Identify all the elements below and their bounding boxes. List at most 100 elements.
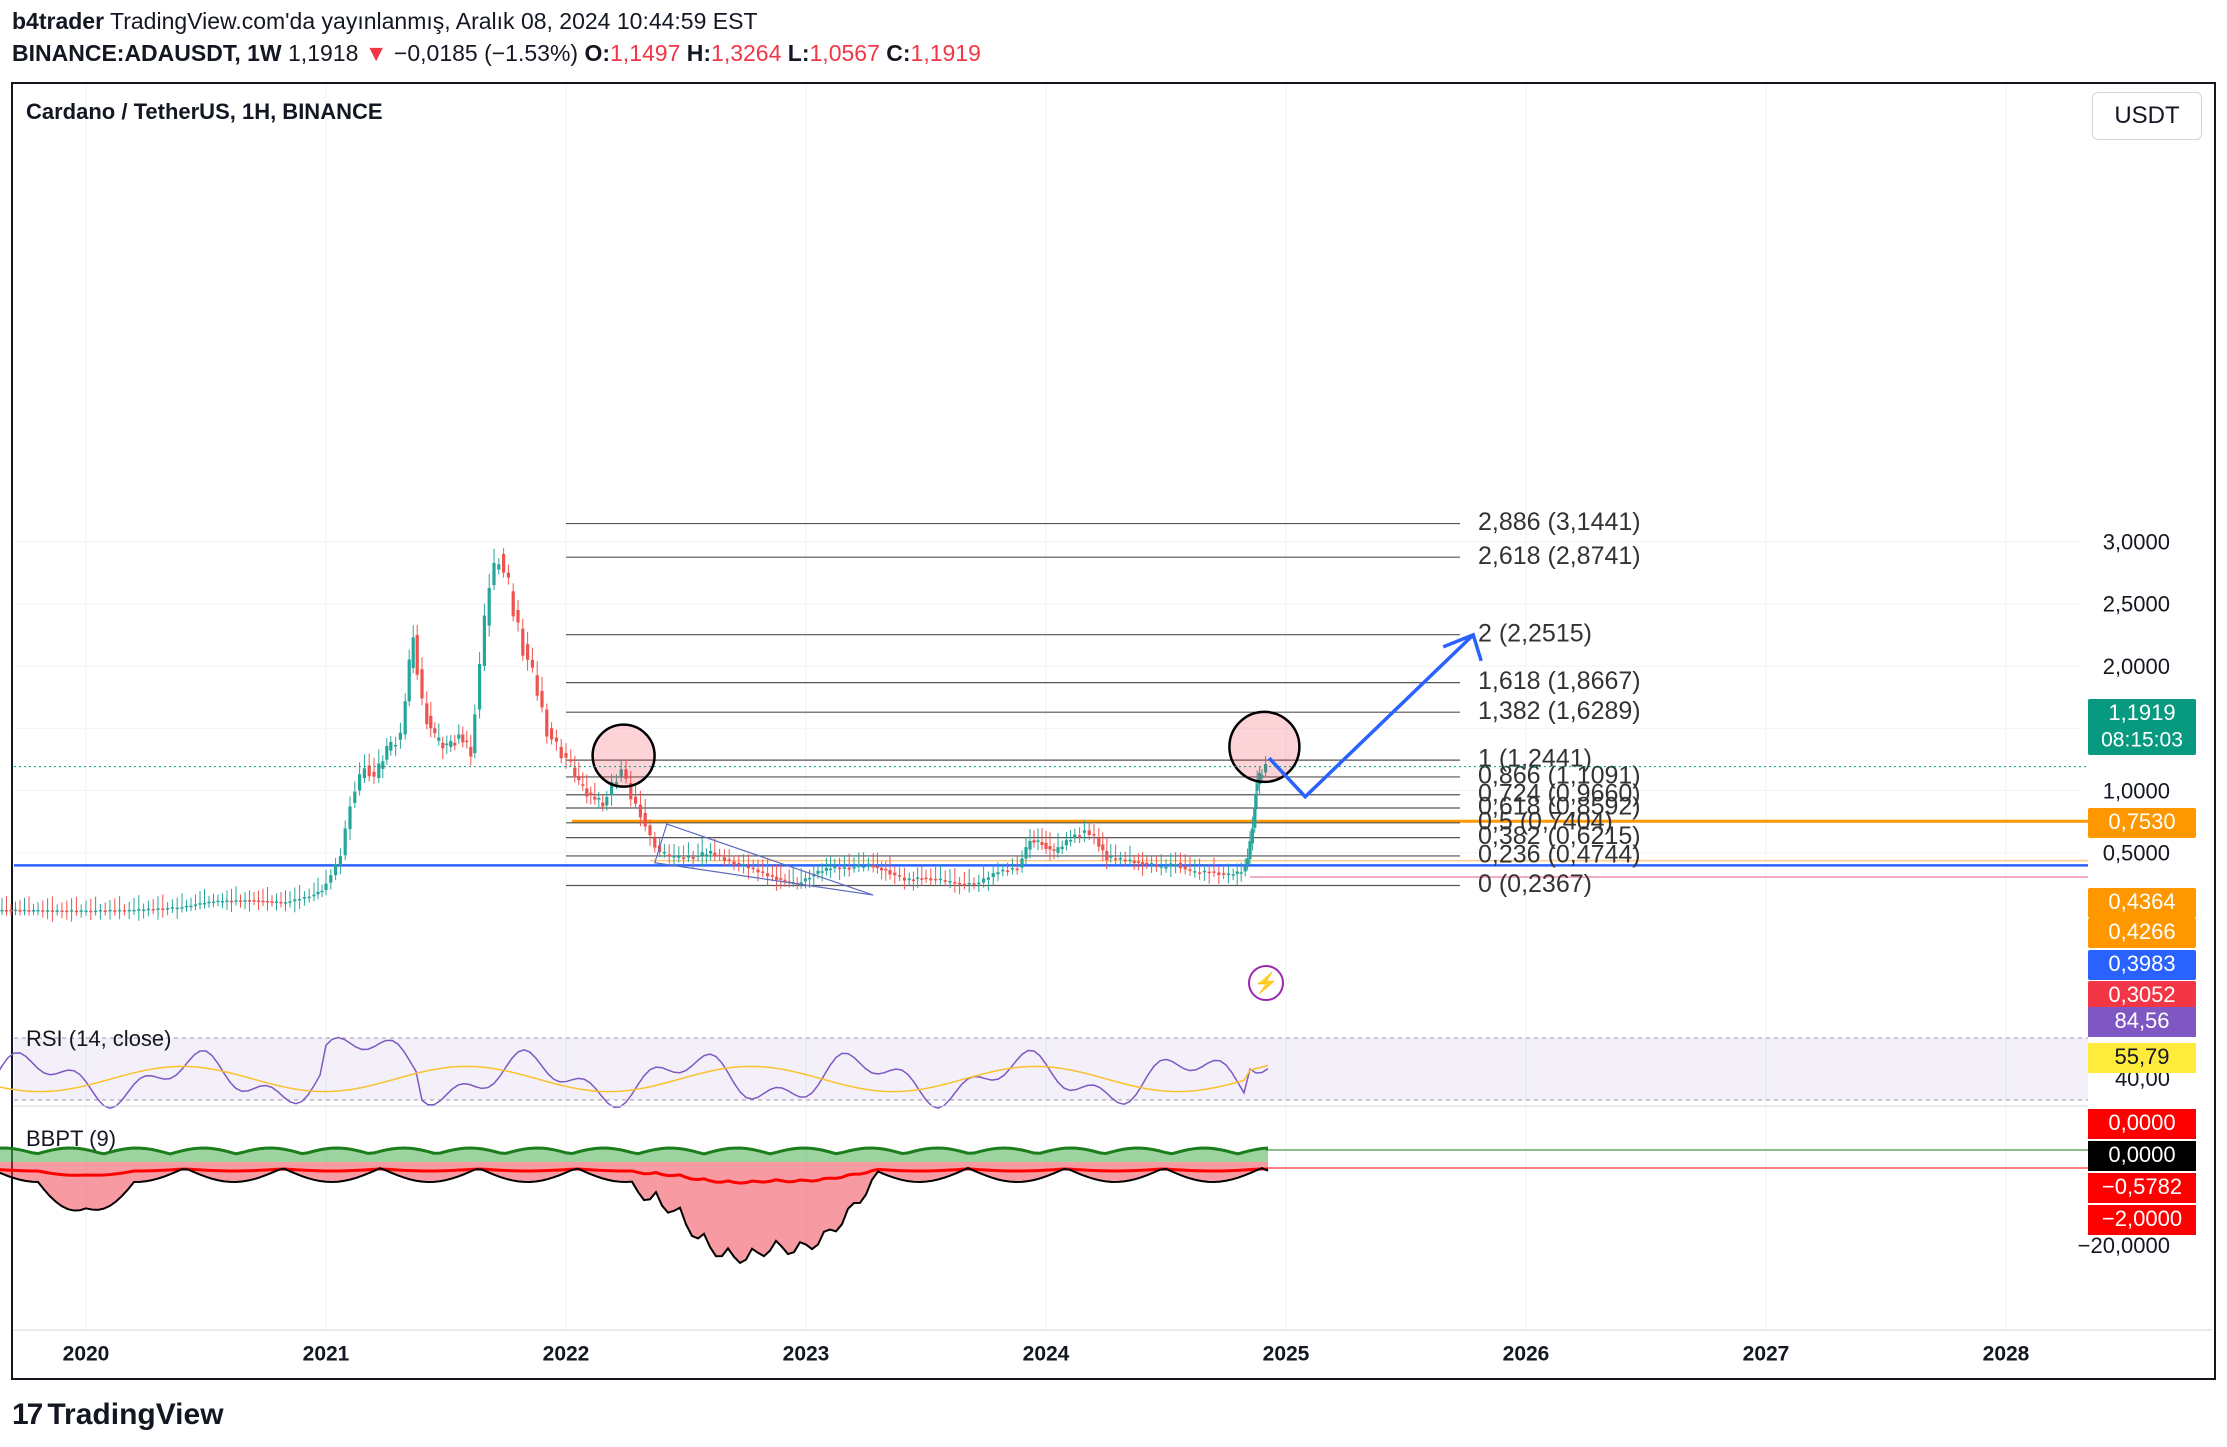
candle-body xyxy=(1235,871,1239,874)
candle-body xyxy=(22,909,27,912)
open-label: O: xyxy=(584,40,611,66)
candle-body xyxy=(457,734,461,739)
candle-body xyxy=(1123,859,1127,862)
candle-body xyxy=(833,866,837,869)
rsi-badge xyxy=(2088,1007,2196,1037)
candle-body xyxy=(193,904,198,906)
x-tick-label: 2026 xyxy=(1503,1343,1550,1366)
candle-body xyxy=(465,740,469,743)
candle-body xyxy=(1239,872,1243,874)
price-badge xyxy=(2088,981,2196,1011)
fib-level-label: 0,236 (0,4744) xyxy=(1478,841,1641,869)
candle-body xyxy=(902,877,906,881)
candle-body xyxy=(982,878,986,883)
tradingview-logo-text: TradingView xyxy=(47,1398,224,1431)
candle-body xyxy=(103,910,107,912)
candle-body xyxy=(667,854,671,857)
price-badge-text: 0,4364 xyxy=(2108,889,2175,914)
candle-body xyxy=(151,909,155,911)
candle-body xyxy=(540,690,544,708)
candle-body xyxy=(1164,866,1168,869)
candle-body xyxy=(256,900,261,902)
candle-body xyxy=(473,714,477,754)
x-tick-label: 2021 xyxy=(303,1343,350,1366)
candle-body xyxy=(938,878,942,881)
candle-body xyxy=(1198,872,1202,874)
candle-body xyxy=(761,871,765,873)
candle-body xyxy=(252,900,256,902)
candle-body xyxy=(1032,840,1036,843)
candle-body xyxy=(704,854,708,856)
candle-body xyxy=(842,867,846,869)
candle-body xyxy=(799,882,803,884)
candle-body xyxy=(433,728,437,734)
bbpt-badge xyxy=(2088,1109,2196,1139)
candle-body xyxy=(535,675,539,696)
candle-body xyxy=(118,909,122,912)
candle-body xyxy=(737,863,741,865)
candle-body xyxy=(261,900,265,903)
candle-body xyxy=(84,910,88,913)
candle-body xyxy=(142,909,146,912)
candle-body xyxy=(1217,872,1221,875)
candle-body xyxy=(1248,841,1252,859)
candle-body xyxy=(911,879,915,882)
candle-body xyxy=(696,855,700,858)
fib-level-label: 0,618 (0,8592) xyxy=(1478,793,1641,821)
fib-level-label: 1,382 (1,6289) xyxy=(1478,697,1641,725)
candle-body xyxy=(372,771,376,777)
candle-body xyxy=(1028,840,1032,850)
candle-body xyxy=(293,899,297,902)
candle-body xyxy=(175,907,179,910)
chart-frame[interactable] xyxy=(11,82,2216,1380)
candle-body xyxy=(1052,849,1056,851)
x-tick-label: 2025 xyxy=(1263,1343,1310,1366)
candle-body xyxy=(866,863,870,866)
candle-body xyxy=(1264,763,1268,773)
candle-body xyxy=(1150,863,1154,865)
candle-body xyxy=(511,591,515,617)
candle-body xyxy=(60,910,64,913)
candle-body xyxy=(243,900,247,902)
candle-body xyxy=(943,880,947,882)
candle-body xyxy=(972,883,976,885)
candle-body xyxy=(871,865,875,868)
candle-body xyxy=(526,644,530,660)
candle-body xyxy=(1036,840,1040,842)
candle-body xyxy=(934,878,938,881)
bbpt-sum-line xyxy=(0,1166,1269,1265)
candle-body xyxy=(487,587,491,626)
candle-body xyxy=(907,878,911,881)
price-badge-text: 0,3983 xyxy=(2108,951,2175,976)
chart-title: Cardano / TetherUS, 1H, BINANCE xyxy=(26,99,383,124)
rsi-badge-text: 84,56 xyxy=(2114,1008,2169,1033)
candle-body xyxy=(953,882,957,884)
candle-body xyxy=(1132,860,1136,864)
candle-body xyxy=(502,553,506,573)
lightning-icon-glyph: ⚡ xyxy=(1254,970,1279,994)
candle-body xyxy=(1040,841,1044,845)
candle-body xyxy=(766,873,770,877)
candle-body xyxy=(98,909,102,912)
author-name[interactable]: b4trader xyxy=(12,8,105,34)
candle-body xyxy=(521,628,525,656)
projection-arrowhead xyxy=(1442,632,1483,662)
tradingview-logo[interactable]: 17 TradingView xyxy=(12,1398,224,1432)
price-change: −0,0185 (−1.53%) xyxy=(393,40,579,66)
x-tick-label: 2027 xyxy=(1743,1343,1790,1366)
fib-level-label: 1 (1,2441) xyxy=(1478,745,1592,773)
candle-body xyxy=(265,900,270,903)
bbpt-bear-area xyxy=(0,1162,1268,1263)
candle-body xyxy=(1145,862,1149,865)
candle-body xyxy=(779,878,783,880)
candle-body xyxy=(829,868,833,871)
rsi-badge-text: 55,79 xyxy=(2114,1044,2169,1069)
currency-button[interactable]: USDT xyxy=(2092,92,2202,140)
candle-body xyxy=(1101,844,1105,851)
candle-body xyxy=(638,804,642,818)
candle-body xyxy=(967,882,971,885)
y-tick-label: 0,5000 xyxy=(2103,841,2170,866)
candle-body xyxy=(601,802,605,807)
candle-body xyxy=(94,910,98,913)
